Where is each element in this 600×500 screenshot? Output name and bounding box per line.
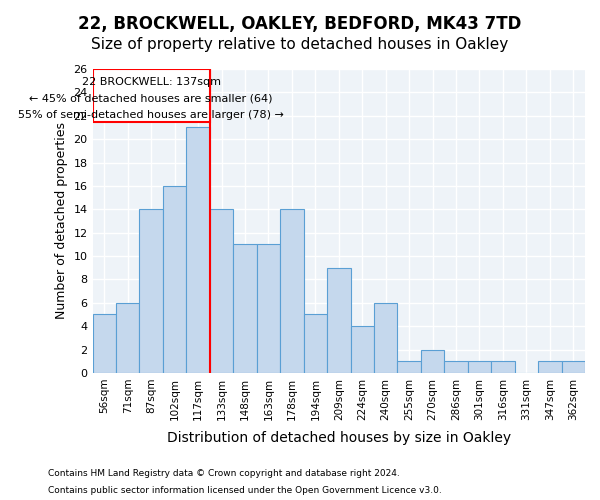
Text: Contains public sector information licensed under the Open Government Licence v3: Contains public sector information licen… (48, 486, 442, 495)
Bar (327, 268, 350, 373)
Bar (350, 326, 374, 373)
Bar (257, 244, 280, 373)
Text: 55% of semi-detached houses are larger (78) →: 55% of semi-detached houses are larger (… (18, 110, 284, 120)
Text: 22, BROCKWELL, OAKLEY, BEDFORD, MK43 7TD: 22, BROCKWELL, OAKLEY, BEDFORD, MK43 7TD (79, 15, 521, 33)
Text: Size of property relative to detached houses in Oakley: Size of property relative to detached ho… (91, 38, 509, 52)
Bar (538, 361, 562, 373)
Bar (280, 210, 304, 373)
Bar (92, 69, 210, 122)
Bar (397, 361, 421, 373)
Y-axis label: Number of detached properties: Number of detached properties (55, 122, 68, 320)
Bar (163, 186, 187, 373)
Bar (139, 210, 163, 373)
Text: Contains HM Land Registry data © Crown copyright and database right 2024.: Contains HM Land Registry data © Crown c… (48, 468, 400, 477)
Bar (445, 361, 468, 373)
Bar (92, 314, 116, 373)
Bar (374, 303, 397, 373)
Bar (491, 361, 515, 373)
Text: ← 45% of detached houses are smaller (64): ← 45% of detached houses are smaller (64… (29, 94, 273, 104)
Text: 22 BROCKWELL: 137sqm: 22 BROCKWELL: 137sqm (82, 77, 221, 87)
Bar (210, 210, 233, 373)
X-axis label: Distribution of detached houses by size in Oakley: Distribution of detached houses by size … (167, 431, 511, 445)
Bar (187, 128, 210, 373)
Bar (116, 303, 139, 373)
Bar (233, 244, 257, 373)
Bar (421, 350, 445, 373)
Bar (562, 361, 585, 373)
Bar (468, 361, 491, 373)
Bar (304, 314, 327, 373)
